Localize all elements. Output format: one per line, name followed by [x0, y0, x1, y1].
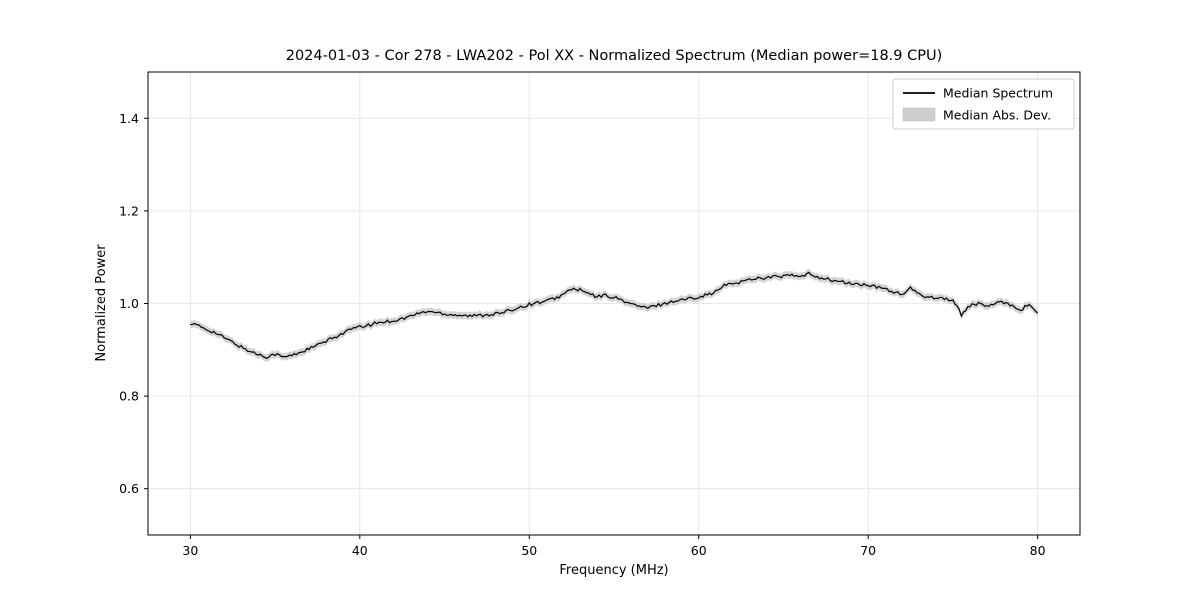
x-tick-label: 40 [352, 543, 368, 558]
y-axis-label: Normalized Power [94, 244, 109, 362]
x-tick-label: 50 [521, 543, 537, 558]
median-spectrum-line [190, 271, 1039, 360]
x-axis-label: Frequency (MHz) [559, 563, 668, 578]
y-tick-label: 1.0 [119, 296, 139, 311]
chart-title: 2024-01-03 - Cor 278 - LWA202 - Pol XX -… [286, 48, 943, 64]
x-tick-label: 60 [691, 543, 707, 558]
y-tick-label: 0.8 [119, 389, 139, 404]
y-tick-label: 1.2 [119, 203, 139, 218]
legend-box [892, 78, 1075, 130]
mad-band [190, 268, 1038, 363]
x-tick-label: 30 [182, 543, 198, 558]
x-tick-label: 70 [860, 543, 876, 558]
x-tick-label: 80 [1030, 543, 1046, 558]
legend-band-sample [902, 107, 936, 122]
legend-label: Median Abs. Dev. [943, 108, 1051, 123]
y-tick-label: 1.4 [119, 111, 139, 126]
legend-label: Median Spectrum [943, 86, 1053, 101]
y-tick-label: 0.6 [119, 481, 139, 496]
